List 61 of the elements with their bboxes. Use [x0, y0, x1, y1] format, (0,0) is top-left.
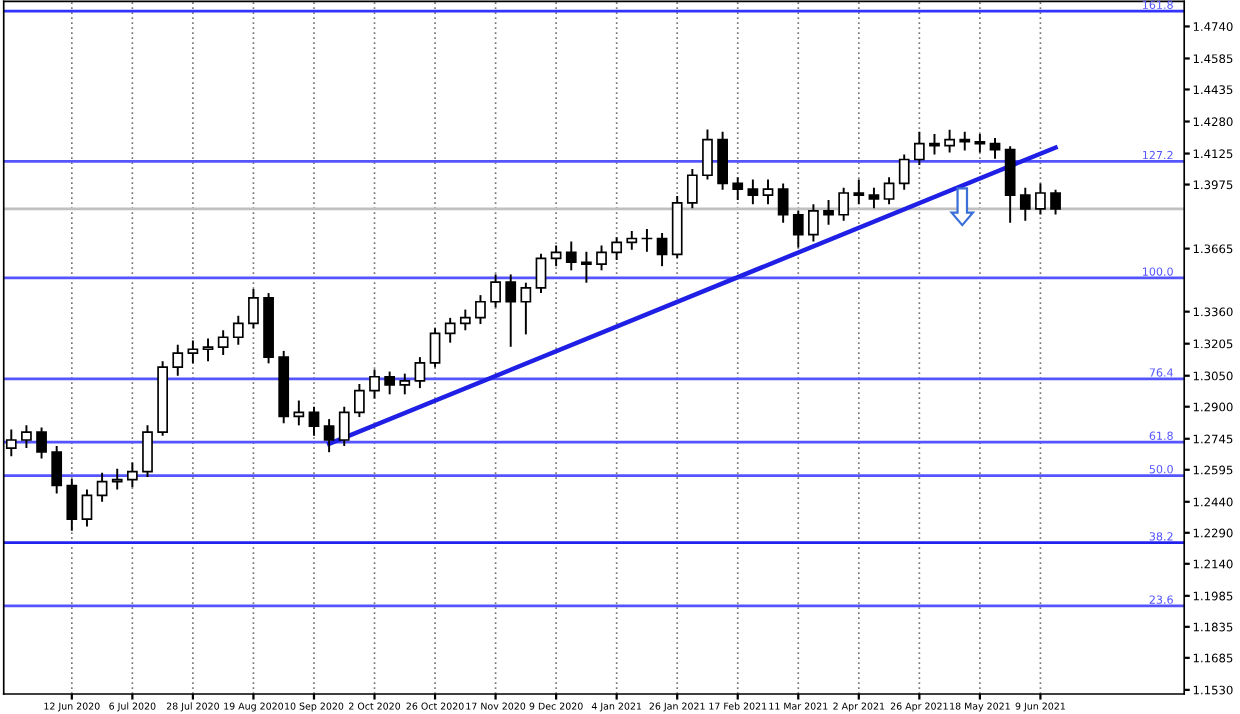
candlestick [293, 399, 305, 427]
candlestick [384, 370, 396, 396]
candlestick [444, 316, 456, 344]
candlestick [338, 405, 350, 447]
candlestick [611, 236, 623, 261]
candlestick [883, 176, 895, 206]
candlestick [520, 281, 532, 336]
candlestick [323, 418, 335, 454]
candlestick [792, 209, 804, 249]
candlestick [838, 186, 850, 222]
candlestick [36, 426, 47, 460]
candlestick [747, 178, 759, 206]
candlestick [1035, 182, 1046, 216]
candlestick [354, 383, 365, 419]
candlestick [656, 232, 668, 268]
candlestick [959, 130, 971, 152]
candlestick [596, 244, 607, 272]
candlestick [490, 273, 501, 309]
candlestick [808, 203, 819, 243]
candlestick [1004, 145, 1016, 224]
candlestick [475, 294, 486, 326]
candlestick [868, 186, 880, 210]
candlestick [232, 314, 244, 346]
candlestick [944, 128, 955, 154]
candlestick [126, 461, 138, 489]
candlestick [66, 478, 78, 532]
candlestick [369, 368, 380, 400]
candlestick [399, 372, 411, 396]
candlestick [1019, 186, 1031, 222]
candlestick [565, 240, 577, 272]
candlestick [777, 182, 789, 224]
candlestick [217, 329, 229, 357]
candlestick [535, 252, 547, 295]
candlestick [505, 273, 517, 348]
candlestick [686, 168, 698, 210]
candlestick [1050, 188, 1061, 216]
candlestick [202, 337, 214, 363]
candlestick [111, 467, 123, 491]
candlestick [823, 199, 834, 226]
candlestick [51, 445, 63, 495]
candlestick [142, 424, 153, 478]
candlestick [581, 250, 592, 284]
candlestick [248, 287, 259, 330]
candlestick [929, 132, 940, 156]
candlestick [414, 356, 426, 390]
candlestick [459, 308, 471, 332]
candlestick [429, 327, 441, 369]
candlestick [21, 424, 32, 450]
candlestick [81, 488, 93, 528]
candlestick [762, 178, 774, 206]
candlestick [913, 130, 925, 166]
candlestick [717, 130, 728, 191]
candlestick [187, 339, 199, 365]
candlestick [626, 230, 638, 251]
candlestick [898, 153, 910, 191]
candlestick [732, 176, 744, 202]
candlestick [308, 405, 320, 437]
candlestick [702, 128, 713, 181]
candlestick [96, 471, 108, 503]
candlestick [172, 343, 184, 377]
candlestick [853, 178, 865, 206]
